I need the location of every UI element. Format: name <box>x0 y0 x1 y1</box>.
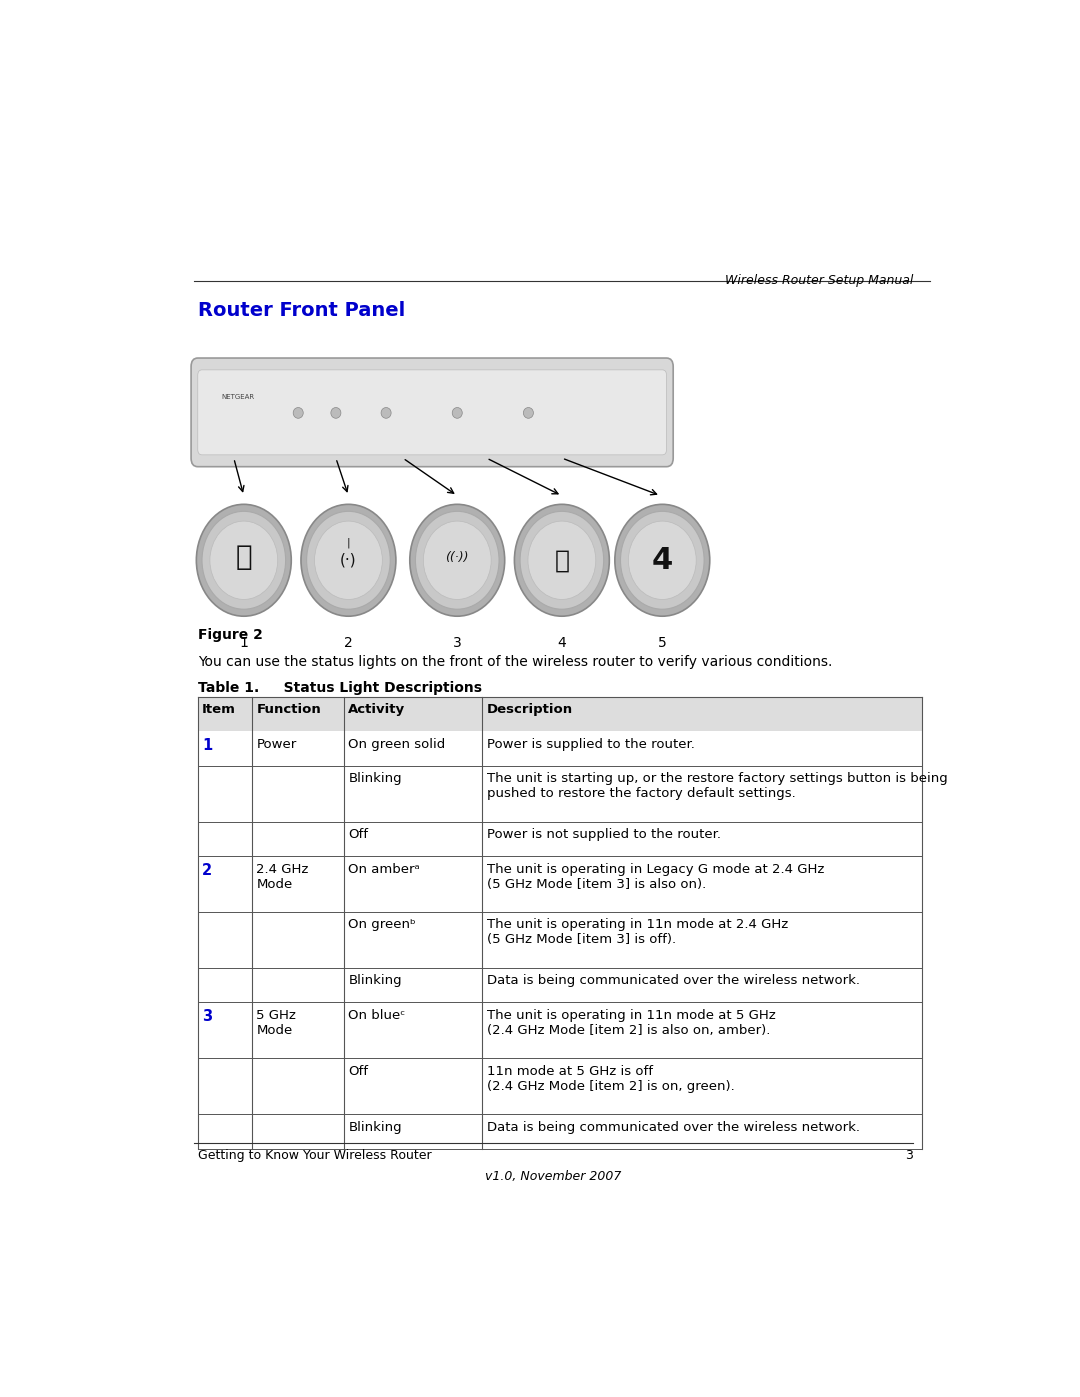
Text: 2: 2 <box>345 636 353 650</box>
Text: (·): (·) <box>340 553 356 567</box>
Ellipse shape <box>301 504 396 616</box>
Text: The unit is starting up, or the restore factory settings button is being
pushed : The unit is starting up, or the restore … <box>486 773 947 800</box>
Ellipse shape <box>453 408 462 418</box>
Text: 4: 4 <box>651 546 673 574</box>
Ellipse shape <box>210 521 278 599</box>
Text: 5: 5 <box>658 636 666 650</box>
Text: Off: Off <box>349 1065 368 1077</box>
Text: Activity: Activity <box>349 703 406 717</box>
Text: 11n mode at 5 GHz is off
(2.4 GHz Mode [item 2] is on, green).: 11n mode at 5 GHz is off (2.4 GHz Mode [… <box>486 1065 734 1092</box>
Ellipse shape <box>621 511 704 609</box>
Ellipse shape <box>197 504 292 616</box>
Text: Getting to Know Your Wireless Router: Getting to Know Your Wireless Router <box>198 1148 431 1162</box>
Text: On greenᵇ: On greenᵇ <box>349 918 416 932</box>
Ellipse shape <box>528 521 596 599</box>
Text: You can use the status lights on the front of the wireless router to verify vari: You can use the status lights on the fro… <box>198 655 833 669</box>
Text: 3: 3 <box>453 636 461 650</box>
Text: Description: Description <box>486 703 572 717</box>
Ellipse shape <box>615 504 710 616</box>
Text: On blueᶜ: On blueᶜ <box>349 1009 406 1021</box>
Ellipse shape <box>381 408 391 418</box>
Text: Power is supplied to the router.: Power is supplied to the router. <box>486 738 694 750</box>
Text: Wireless Router Setup Manual: Wireless Router Setup Manual <box>725 274 914 288</box>
FancyBboxPatch shape <box>198 370 666 455</box>
Text: 1: 1 <box>240 636 248 650</box>
Text: 5 GHz
Mode: 5 GHz Mode <box>256 1009 296 1037</box>
Text: Off: Off <box>349 828 368 841</box>
Text: ⓘ: ⓘ <box>554 548 569 573</box>
Text: On green solid: On green solid <box>349 738 446 750</box>
Ellipse shape <box>314 521 382 599</box>
Text: 2.4 GHz
Mode: 2.4 GHz Mode <box>256 862 309 890</box>
Text: The unit is operating in Legacy G mode at 2.4 GHz
(5 GHz Mode [item 3] is also o: The unit is operating in Legacy G mode a… <box>486 862 824 890</box>
Text: 3: 3 <box>905 1148 914 1162</box>
Text: Blinking: Blinking <box>349 773 402 785</box>
Ellipse shape <box>629 521 697 599</box>
Text: ⏻: ⏻ <box>235 543 252 571</box>
Ellipse shape <box>423 521 491 599</box>
Text: Item: Item <box>202 703 235 717</box>
Text: v1.0, November 2007: v1.0, November 2007 <box>485 1171 622 1183</box>
Ellipse shape <box>416 511 499 609</box>
Text: Blinking: Blinking <box>349 975 402 988</box>
Text: Data is being communicated over the wireless network.: Data is being communicated over the wire… <box>486 975 860 988</box>
Text: 2: 2 <box>202 862 212 877</box>
FancyBboxPatch shape <box>198 697 922 731</box>
Text: The unit is operating in 11n mode at 5 GHz
(2.4 GHz Mode [item 2] is also on, am: The unit is operating in 11n mode at 5 G… <box>486 1009 775 1037</box>
Ellipse shape <box>524 408 534 418</box>
Text: |: | <box>347 538 350 548</box>
Text: Router Front Panel: Router Front Panel <box>198 300 405 320</box>
Text: 4: 4 <box>557 636 566 650</box>
Ellipse shape <box>293 408 303 418</box>
Text: Function: Function <box>256 703 321 717</box>
Ellipse shape <box>202 511 285 609</box>
Text: Figure 2: Figure 2 <box>198 629 262 643</box>
Text: Power: Power <box>256 738 297 750</box>
Ellipse shape <box>409 504 504 616</box>
Text: 3: 3 <box>202 1009 212 1024</box>
Ellipse shape <box>514 504 609 616</box>
Text: The unit is operating in 11n mode at 2.4 GHz
(5 GHz Mode [item 3] is off).: The unit is operating in 11n mode at 2.4… <box>486 918 787 947</box>
Text: ((·)): ((·)) <box>445 550 469 563</box>
Text: Power is not supplied to the router.: Power is not supplied to the router. <box>486 828 720 841</box>
Text: Data is being communicated over the wireless network.: Data is being communicated over the wire… <box>486 1120 860 1134</box>
Text: Table 1.     Status Light Descriptions: Table 1. Status Light Descriptions <box>198 680 482 694</box>
Text: On amberᵃ: On amberᵃ <box>349 862 420 876</box>
Text: Blinking: Blinking <box>349 1120 402 1134</box>
Ellipse shape <box>330 408 341 418</box>
Ellipse shape <box>521 511 604 609</box>
Ellipse shape <box>307 511 390 609</box>
Text: 1: 1 <box>202 738 212 753</box>
FancyBboxPatch shape <box>191 358 673 467</box>
Text: NETGEAR: NETGEAR <box>221 394 254 400</box>
